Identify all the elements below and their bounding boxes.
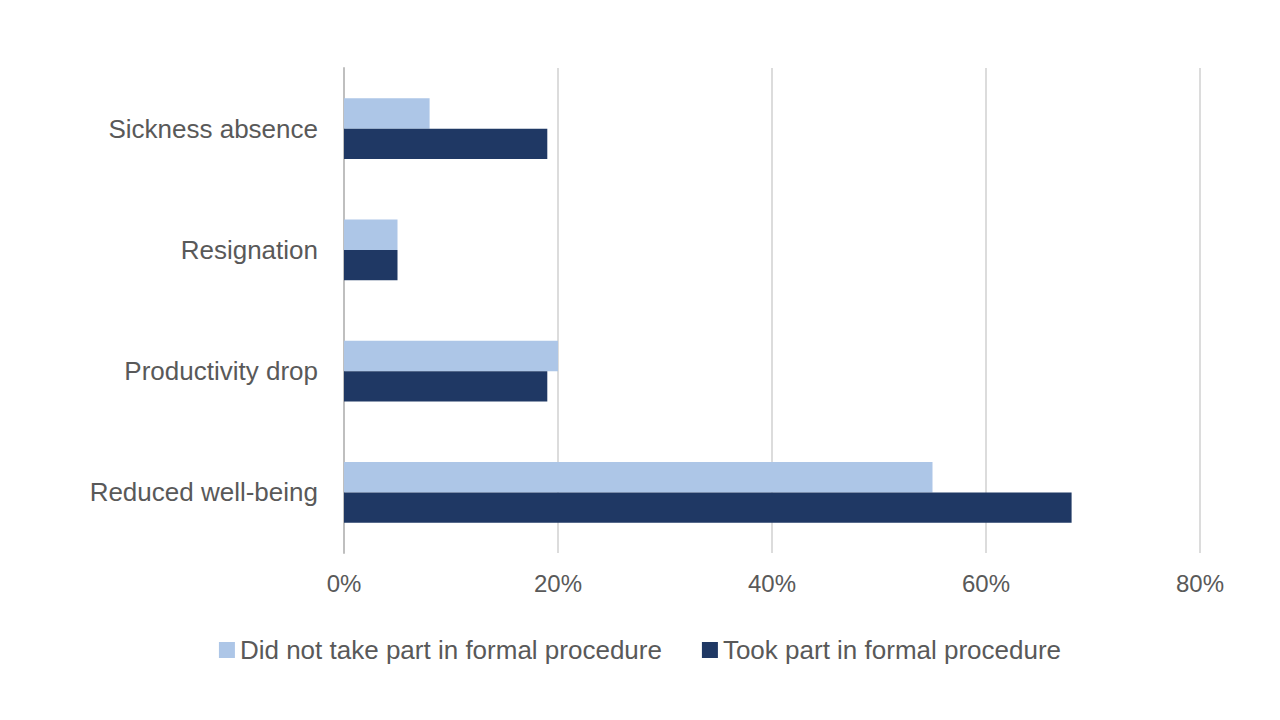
svg-text:Took part in formal procedure: Took part in formal procedure — [723, 635, 1061, 665]
svg-text:Sickness absence: Sickness absence — [108, 114, 318, 144]
svg-text:20%: 20% — [534, 570, 582, 597]
svg-text:Reduced well-being: Reduced well-being — [90, 477, 318, 507]
svg-text:Resignation: Resignation — [181, 235, 318, 265]
svg-text:60%: 60% — [962, 570, 1010, 597]
svg-text:Did not take part in formal pr: Did not take part in formal procedure — [240, 635, 662, 665]
svg-text:Productivity drop: Productivity drop — [124, 356, 318, 386]
svg-text:40%: 40% — [748, 570, 796, 597]
svg-text:80%: 80% — [1176, 570, 1224, 597]
svg-text:0%: 0% — [327, 570, 362, 597]
